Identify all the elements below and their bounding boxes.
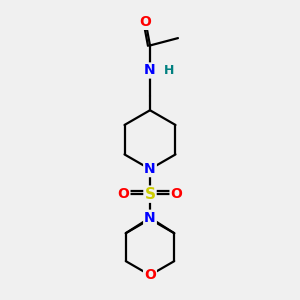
- Text: N: N: [144, 64, 156, 77]
- Text: O: O: [140, 15, 152, 29]
- Text: O: O: [171, 187, 182, 201]
- Text: N: N: [144, 211, 156, 225]
- Text: S: S: [145, 187, 155, 202]
- Text: H: H: [164, 64, 174, 77]
- Text: N: N: [144, 162, 156, 176]
- Text: O: O: [118, 187, 129, 201]
- Text: O: O: [144, 268, 156, 282]
